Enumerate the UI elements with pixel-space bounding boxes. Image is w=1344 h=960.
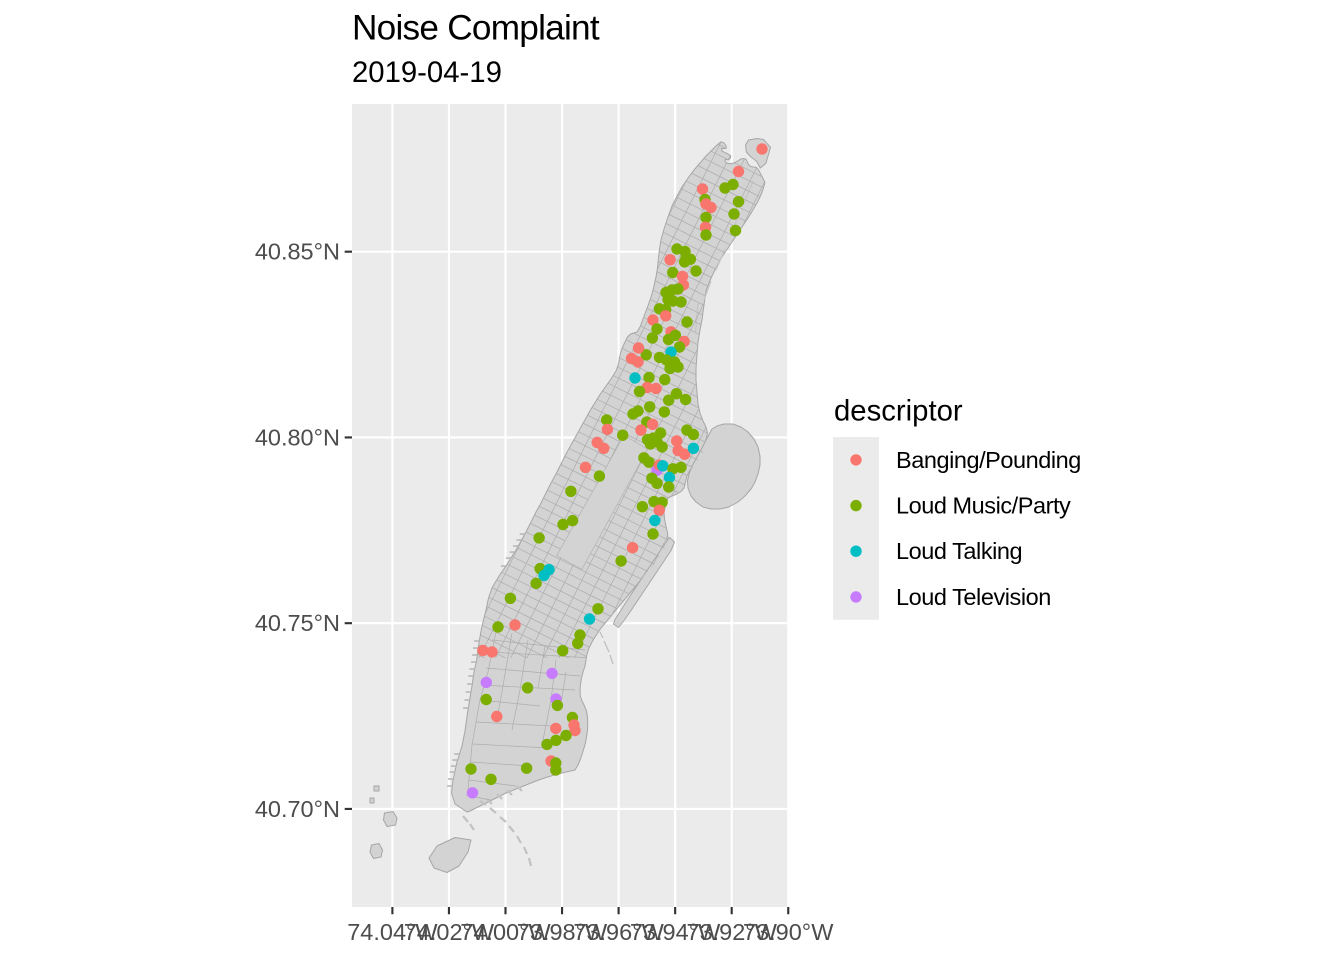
svg-text:40.80°N: 40.80°N	[255, 424, 340, 450]
svg-text:74.02°W: 74.02°W	[404, 919, 495, 945]
svg-text:73.98°W: 73.98°W	[517, 919, 608, 945]
svg-text:73.90°W: 73.90°W	[743, 919, 834, 945]
svg-text:Noise Complaint: Noise Complaint	[352, 9, 600, 48]
svg-text:73.96°W: 73.96°W	[573, 919, 664, 945]
svg-text:descriptor: descriptor	[834, 395, 963, 428]
svg-text:74.04°W: 74.04°W	[347, 919, 438, 945]
svg-text:2019-04-19: 2019-04-19	[352, 56, 502, 89]
svg-text:40.70°N: 40.70°N	[255, 796, 340, 822]
svg-text:40.75°N: 40.75°N	[255, 610, 340, 636]
svg-text:Loud Talking: Loud Talking	[896, 538, 1022, 564]
svg-text:Loud Television: Loud Television	[896, 584, 1051, 610]
svg-text:73.92°W: 73.92°W	[687, 919, 778, 945]
svg-text:Banging/Pounding: Banging/Pounding	[896, 447, 1081, 473]
svg-text:Loud Music/Party: Loud Music/Party	[896, 493, 1071, 519]
svg-text:74.00°W: 74.00°W	[460, 919, 551, 945]
svg-text:73.94°W: 73.94°W	[630, 919, 721, 945]
svg-text:40.85°N: 40.85°N	[255, 239, 340, 265]
